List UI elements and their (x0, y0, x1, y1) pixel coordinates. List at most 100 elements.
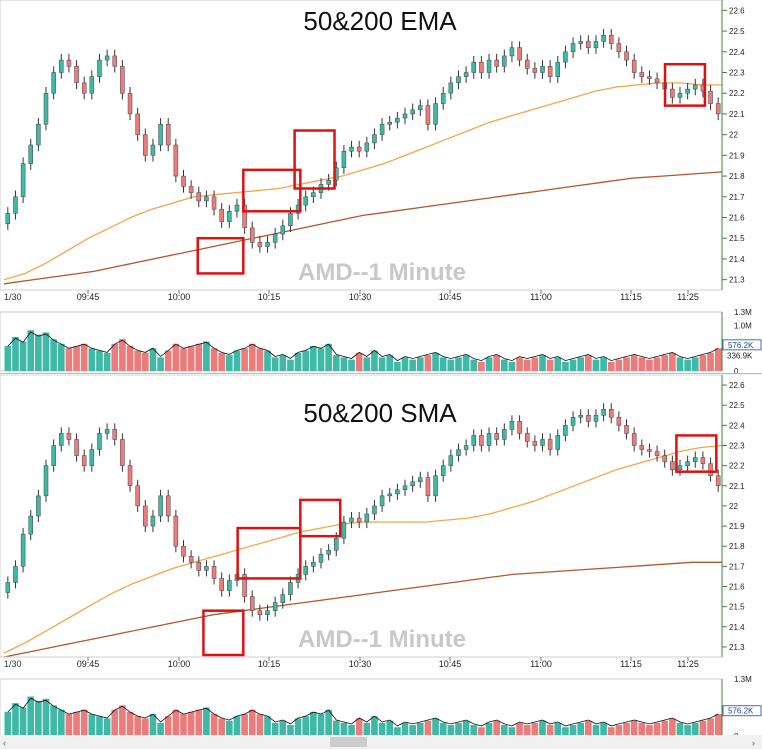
volume-bar (27, 330, 35, 371)
volume-bar (103, 718, 111, 736)
candle-up (693, 84, 698, 90)
candle-up (36, 495, 41, 517)
volume-bar (149, 714, 157, 736)
candle-up (471, 435, 477, 446)
candle-up (13, 566, 18, 583)
volume-bar (42, 698, 50, 736)
candle-down (524, 59, 530, 69)
volume-bar (302, 350, 310, 371)
candle-down (211, 566, 217, 579)
volume-bar (485, 357, 493, 371)
price-tick-label: 21.8 (729, 172, 745, 181)
volume-bar (500, 725, 508, 736)
volume-bar (630, 720, 638, 736)
volume-bar (669, 352, 676, 371)
candle-down (127, 92, 133, 115)
volume-bar (264, 716, 271, 736)
candle-down (81, 455, 87, 466)
volume-bar (424, 355, 432, 371)
candle-up (685, 88, 690, 94)
candle-down (517, 421, 522, 434)
volume-bar (96, 716, 103, 736)
candle-up (502, 429, 507, 440)
volume-bar (684, 725, 691, 736)
candle-up (593, 415, 599, 422)
candle-up (318, 554, 324, 563)
candle-up (463, 445, 469, 450)
price-tick-label: 22 (729, 502, 738, 511)
volume-bar (676, 722, 684, 736)
volume-bar (439, 722, 447, 736)
candle-up (509, 421, 515, 430)
price-axis: 22.6 22.5 22.4 22.3 22.2 22.1 22 21.9 21.8 21.7 21… (721, 375, 745, 657)
volume-bar (554, 357, 562, 371)
time-tick-label: 11:25 (677, 292, 699, 302)
candles (5, 29, 721, 253)
scrollbar[interactable]: ‹› (0, 735, 762, 749)
candle-down (647, 76, 652, 79)
candle-up (28, 515, 33, 535)
volume-bar (80, 709, 88, 736)
candle-up (418, 477, 423, 483)
volume-bar (707, 718, 714, 736)
candle-up (97, 433, 102, 450)
volume-bar (50, 705, 57, 736)
highlight-box (236, 526, 302, 580)
volume-bar (241, 348, 248, 371)
volume-bar (432, 352, 439, 371)
volume-bar (714, 714, 722, 736)
volume-bar (699, 355, 707, 371)
candle-down (662, 455, 667, 462)
candle-down (708, 90, 713, 104)
candle-down (670, 88, 675, 98)
volume-bar (646, 725, 653, 736)
candle-down (219, 208, 224, 222)
price-axis: 22.6 22.5 22.4 22.3 22.2 22.1 22 21.9 21.8 21.7 21… (721, 0, 745, 290)
candle-down (631, 433, 637, 446)
volume-tick-label: 1.0M (734, 322, 752, 331)
candle-down (547, 66, 553, 77)
ma-fast-line (3, 444, 723, 654)
volume-bar (226, 720, 233, 736)
candle-up (150, 144, 156, 156)
volume-bar (592, 359, 600, 371)
volume-bar (119, 705, 126, 736)
candle-up (486, 59, 492, 73)
time-tick-label: 11:00 (530, 292, 552, 302)
candle-down (143, 505, 148, 527)
candle-up (265, 610, 270, 615)
volume-bar (233, 350, 241, 371)
candle-down (586, 41, 591, 48)
highlight-box (242, 168, 302, 213)
volume-bar (546, 725, 554, 736)
volume-bar (88, 714, 96, 736)
moving-averages (3, 82, 723, 285)
candle-up (364, 513, 370, 523)
volume-bar (646, 359, 653, 371)
candle-up (349, 146, 354, 152)
time-axis: 09:45 10:00 10:15 10:30 10:45 11:00 11:15 11:25 (0, 656, 722, 669)
candle-up (5, 582, 11, 593)
volume-bar (103, 352, 111, 371)
candles (5, 403, 721, 621)
candle-down (532, 68, 538, 73)
candle-up (303, 196, 308, 206)
volume-last-tag (722, 705, 762, 717)
ma-fast-line (3, 82, 722, 281)
volume-bar (80, 343, 88, 371)
time-tick-label: 09:45 (77, 292, 100, 302)
volume-axis: 1.3M 1.0M 0 576.2K 336.9K (721, 308, 762, 375)
highlight-box (675, 434, 718, 473)
time-tick-label: 11:15 (620, 292, 642, 302)
candle-down (494, 433, 499, 440)
volume-bar (447, 725, 455, 736)
candle-down (608, 408, 614, 418)
volume-bar (478, 727, 485, 736)
volume-bar (340, 357, 348, 371)
volume-bar (562, 727, 569, 736)
volume-bar (669, 718, 676, 736)
volume-bar (248, 343, 256, 371)
volume-bar (325, 709, 332, 736)
volume-bar (149, 348, 157, 371)
volume-bar (210, 714, 218, 736)
